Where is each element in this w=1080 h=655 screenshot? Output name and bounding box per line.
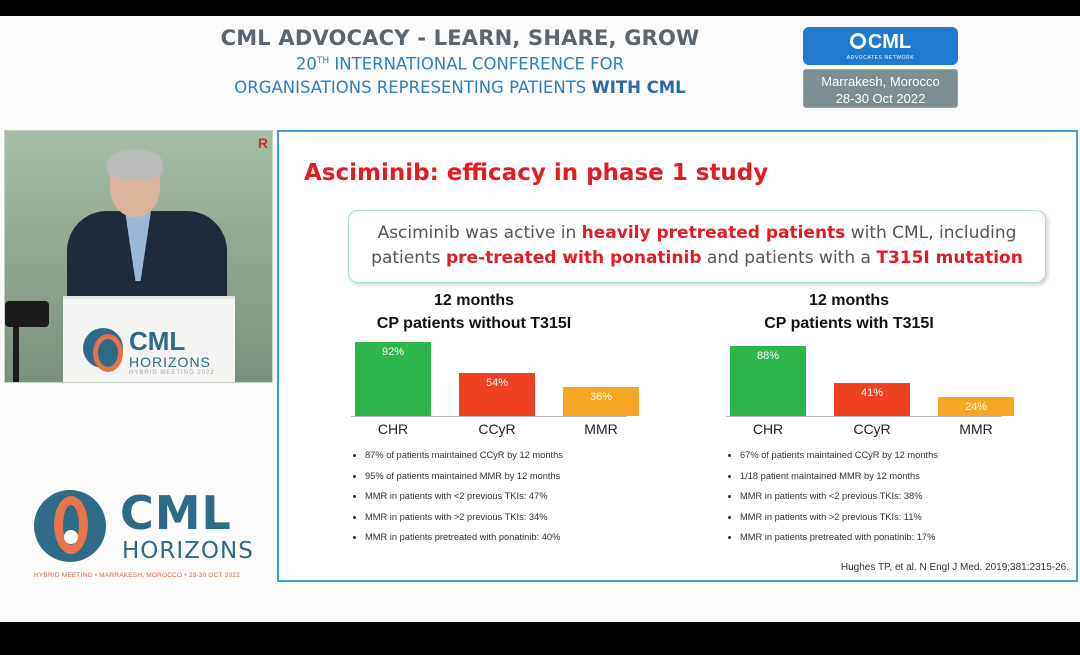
bar-mmr: 36% [563,387,639,416]
presentation-slide: Asciminib: efficacy in phase 1 study Asc… [277,130,1078,582]
category-ccyr: CCyR [853,421,891,437]
lectern-logo-subtitle: HORIZONS [129,354,211,370]
bar-label-mmr: 24% [964,401,988,413]
logo-ring [54,496,88,554]
callout-line-2: patients pre-treated with ponatinib and … [349,246,1045,271]
list-item: 1/18 patient maintained MMR by 12 months [727,466,938,487]
category-ccyr: CCyR [478,421,516,437]
bar-mmr: 24% [938,397,1014,416]
list-item: MMR in patients with >2 previous TKIs: 3… [352,507,563,528]
location-dates: 28-30 Oct 2022 [835,91,926,106]
conference-line-3: ORGANISATIONS REPRESENTING PATIENTS WITH… [180,76,740,99]
bar-label-ccyr: 41% [860,387,884,399]
panel-heading-period: 12 months [433,292,514,309]
bar-chr: 88% [730,346,806,416]
lectern-logo-title: CML [129,326,186,356]
bar-label-chr: 88% [756,350,780,362]
microphone-stand [5,301,49,327]
list-item: MMR in patients pretreated with ponatini… [727,527,938,548]
bar-label-chr: 92% [381,346,405,358]
category-chr: CHR [377,421,409,437]
conference-line-1: CML ADVOCACY - LEARN, SHARE, GROW [220,26,700,50]
logo-name: CML [803,29,958,55]
panel-without-t315i: 12 months CP patients without T315I 92% … [329,290,689,550]
callout-line-1: Asciminib was active in heavily pretreat… [349,221,1045,246]
bar-ccyr: 41% [834,383,910,416]
logo-dot [64,530,78,544]
logo-subtitle: ADVOCATES NETWORK [846,55,915,61]
list-item: 95% of patients maintained MMR by 12 mon… [352,466,563,487]
citation: Hughes TP, et al. N Engl J Med. 2019;381… [840,562,1069,573]
callout-highlight-1: heavily pretreated patients [581,223,846,243]
lectern-logo-mark-icon [83,328,123,372]
summary-callout: Asciminib was active in heavily pretreat… [348,210,1046,283]
broadcast-frame: CML ADVOCACY - LEARN, SHARE, GROW 20TH I… [0,16,1080,622]
bar-chr: 92% [355,342,431,416]
list-item: MMR in patients with <2 previous TKIs: 3… [727,486,938,507]
location-badge: Marrakesh, Morocco 28-30 Oct 2022 [803,69,958,108]
callout-text-1: Asciminib was active in [377,223,582,243]
speaker-hair [107,149,163,179]
cml-horizons-logo: CML HORIZONS HYBRID MEETING • MARRAKESH,… [34,486,254,586]
callout-highlight-3: T315I mutation [876,248,1023,268]
panel-heading-population: CP patients without T315I [376,315,572,332]
video-corner-letter: R [257,135,268,151]
lectern-logo: CML HORIZONS HYBRID MEETING 2022 [83,326,233,382]
edition-suffix: TH [316,56,330,66]
location-city: Marrakesh, Morocco [821,74,940,89]
speaker-video: CML HORIZONS HYBRID MEETING 2022 R [4,130,273,383]
cml-horizons-mark-icon [34,490,106,562]
chart-baseline [351,416,627,417]
lectern-logo-tagline: HYBRID MEETING 2022 [129,370,215,376]
bar-label-ccyr: 54% [485,377,509,389]
horizons-logo-title: CML [120,486,232,540]
bar-label-mmr: 36% [589,391,613,403]
category-mmr: MMR [584,421,618,437]
conference-line-3-bold: WITH CML [591,77,686,97]
horizons-logo-subtitle: HORIZONS [122,538,254,564]
findings-list: 87% of patients maintained CCyR by 12 mo… [352,445,563,548]
callout-text-3: patients [371,248,446,268]
cml-advocates-network-logo: CML ADVOCATES NETWORK [803,27,958,65]
conference-header: CML ADVOCACY - LEARN, SHARE, GROW 20TH I… [180,26,740,99]
category-mmr: MMR [959,421,993,437]
top-black-bar [0,0,1080,16]
list-item: MMR in patients with <2 previous TKIs: 4… [352,486,563,507]
list-item: MMR in patients pretreated with ponatini… [352,527,563,548]
callout-highlight-2: pre-treated with ponatinib [445,248,702,268]
list-item: 87% of patients maintained CCyR by 12 mo… [352,445,563,466]
bottom-black-bar [0,622,1080,655]
edition-number: 20 [295,54,317,74]
panel-with-t315i: 12 months CP patients with T315I 88% 41%… [704,290,1064,550]
chart-baseline [726,416,1002,417]
logo-name-text: CML [867,31,912,53]
panel-heading-period: 12 months [808,292,889,309]
conference-line-3-text: ORGANISATIONS REPRESENTING PATIENTS [234,77,592,97]
category-chr: CHR [752,421,784,437]
findings-list: 67% of patients maintained CCyR by 12 mo… [727,445,938,548]
callout-text-2: with CML, including [845,223,1017,243]
globe-icon [849,33,866,49]
microphone-pole [13,321,19,382]
panel-heading-population: CP patients with T315I [764,315,934,332]
list-item: MMR in patients with >2 previous TKIs: 1… [727,507,938,528]
list-item: 67% of patients maintained CCyR by 12 mo… [727,445,938,466]
conference-line-2-text: INTERNATIONAL CONFERENCE FOR [329,54,625,74]
conference-line-2: 20TH INTERNATIONAL CONFERENCE FOR [180,50,740,76]
callout-text-4: and patients with a [701,248,877,268]
horizons-logo-tagline: HYBRID MEETING • MARRAKESH, MOROCCO • 28… [34,572,240,579]
bar-ccyr: 54% [459,373,535,416]
slide-title: Asciminib: efficacy in phase 1 study [304,160,769,186]
